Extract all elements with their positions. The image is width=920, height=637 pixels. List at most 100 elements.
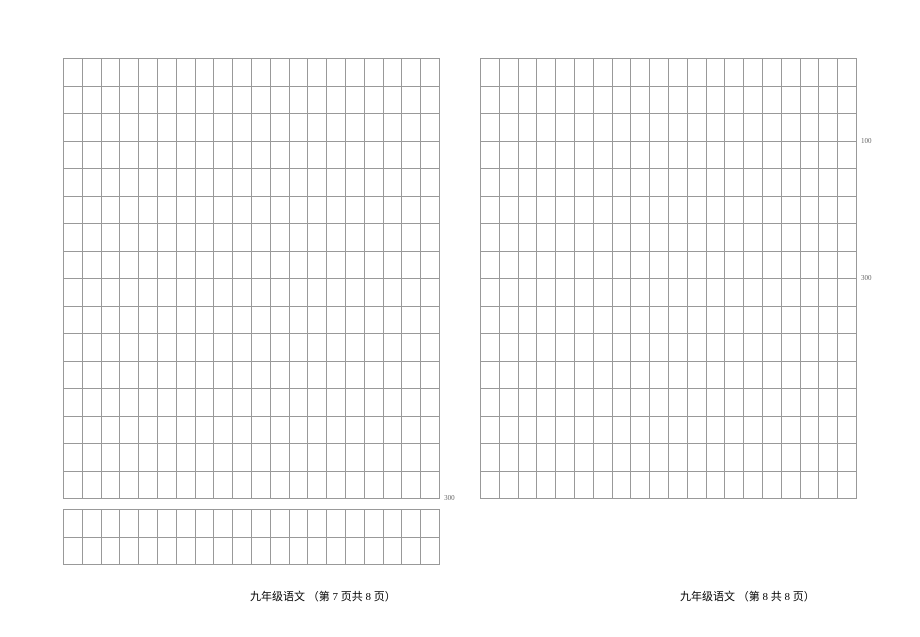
grid-cell	[346, 538, 365, 565]
grid-cell	[384, 224, 403, 251]
grid-row	[480, 223, 857, 251]
grid-cell	[725, 252, 744, 279]
grid-cell	[801, 252, 820, 279]
grid-cell	[613, 307, 632, 334]
grid-cell	[64, 510, 83, 537]
grid-cell	[346, 417, 365, 444]
grid-cell	[631, 197, 650, 224]
grid-cell	[481, 252, 500, 279]
grid-cell	[500, 224, 519, 251]
grid-cell	[158, 538, 177, 565]
grid-cell	[83, 444, 102, 471]
grid-cell	[327, 197, 346, 224]
grid-cell	[402, 197, 421, 224]
grid-cell	[327, 279, 346, 306]
grid-cell	[594, 87, 613, 114]
grid-cell	[233, 197, 252, 224]
grid-cell	[402, 362, 421, 389]
grid-cell	[650, 114, 669, 141]
grid-cell	[271, 538, 290, 565]
grid-cell	[120, 538, 139, 565]
grid-row	[63, 196, 440, 224]
grid-cell	[481, 417, 500, 444]
grid-cell	[83, 538, 102, 565]
grid-cell	[308, 114, 327, 141]
grid-cell	[384, 510, 403, 537]
grid-cell	[346, 142, 365, 169]
grid-cell	[613, 252, 632, 279]
grid-cell	[838, 279, 857, 306]
grid-cell	[744, 252, 763, 279]
grid-cell	[365, 472, 384, 499]
grid-cell	[102, 224, 121, 251]
grid-cell	[421, 538, 440, 565]
grid-row	[63, 86, 440, 114]
grid-cell	[613, 142, 632, 169]
grid-cell	[83, 472, 102, 499]
grid-cell	[481, 279, 500, 306]
grid-cell	[271, 279, 290, 306]
grid-cell	[402, 510, 421, 537]
grid-cell	[346, 334, 365, 361]
grid-cell	[102, 307, 121, 334]
grid-cell	[744, 59, 763, 86]
grid-cell	[631, 334, 650, 361]
grid-cell	[120, 87, 139, 114]
grid-cell	[158, 169, 177, 196]
grid-cell	[196, 197, 215, 224]
grid-cell	[688, 197, 707, 224]
grid-row	[63, 388, 440, 416]
grid-cell	[196, 87, 215, 114]
grid-cell	[725, 334, 744, 361]
grid-cell	[120, 362, 139, 389]
grid-cell	[421, 334, 440, 361]
grid-cell	[158, 472, 177, 499]
grid-cell	[763, 279, 782, 306]
grid-cell	[744, 389, 763, 416]
grid-row	[63, 223, 440, 251]
grid-cell	[763, 252, 782, 279]
grid-cell	[763, 87, 782, 114]
grid-cell	[158, 444, 177, 471]
grid-cell	[669, 444, 688, 471]
grid-cell	[102, 417, 121, 444]
grid-cell	[801, 169, 820, 196]
grid-cell	[707, 444, 726, 471]
grid-cell	[64, 59, 83, 86]
grid-cell	[214, 279, 233, 306]
grid-cell	[421, 114, 440, 141]
grid-cell	[688, 307, 707, 334]
grid-cell	[196, 362, 215, 389]
grid-cell	[384, 169, 403, 196]
grid-cell	[819, 224, 838, 251]
grid-cell	[707, 114, 726, 141]
grid-cell	[744, 307, 763, 334]
grid-cell	[481, 307, 500, 334]
grid-cell	[801, 334, 820, 361]
grid-cell	[556, 362, 575, 389]
grid-cell	[308, 224, 327, 251]
grid-cell	[177, 472, 196, 499]
grid-cell	[519, 472, 538, 499]
grid-cell	[763, 444, 782, 471]
grid-cell	[725, 307, 744, 334]
grid-cell	[481, 444, 500, 471]
grid-cell	[500, 279, 519, 306]
grid-cell	[308, 417, 327, 444]
grid-cell	[594, 279, 613, 306]
grid-row	[63, 141, 440, 169]
grid-cell	[669, 279, 688, 306]
grid-row	[480, 141, 857, 169]
grid-cell	[83, 389, 102, 416]
grid-cell	[120, 334, 139, 361]
grid-cell	[650, 59, 669, 86]
grid-cell	[177, 444, 196, 471]
grid-cell	[838, 114, 857, 141]
grid-row	[480, 388, 857, 416]
grid-cell	[120, 444, 139, 471]
grid-cell	[819, 472, 838, 499]
grid-cell	[500, 307, 519, 334]
grid-cell	[346, 472, 365, 499]
grid-cell	[83, 142, 102, 169]
grid-cell	[519, 307, 538, 334]
